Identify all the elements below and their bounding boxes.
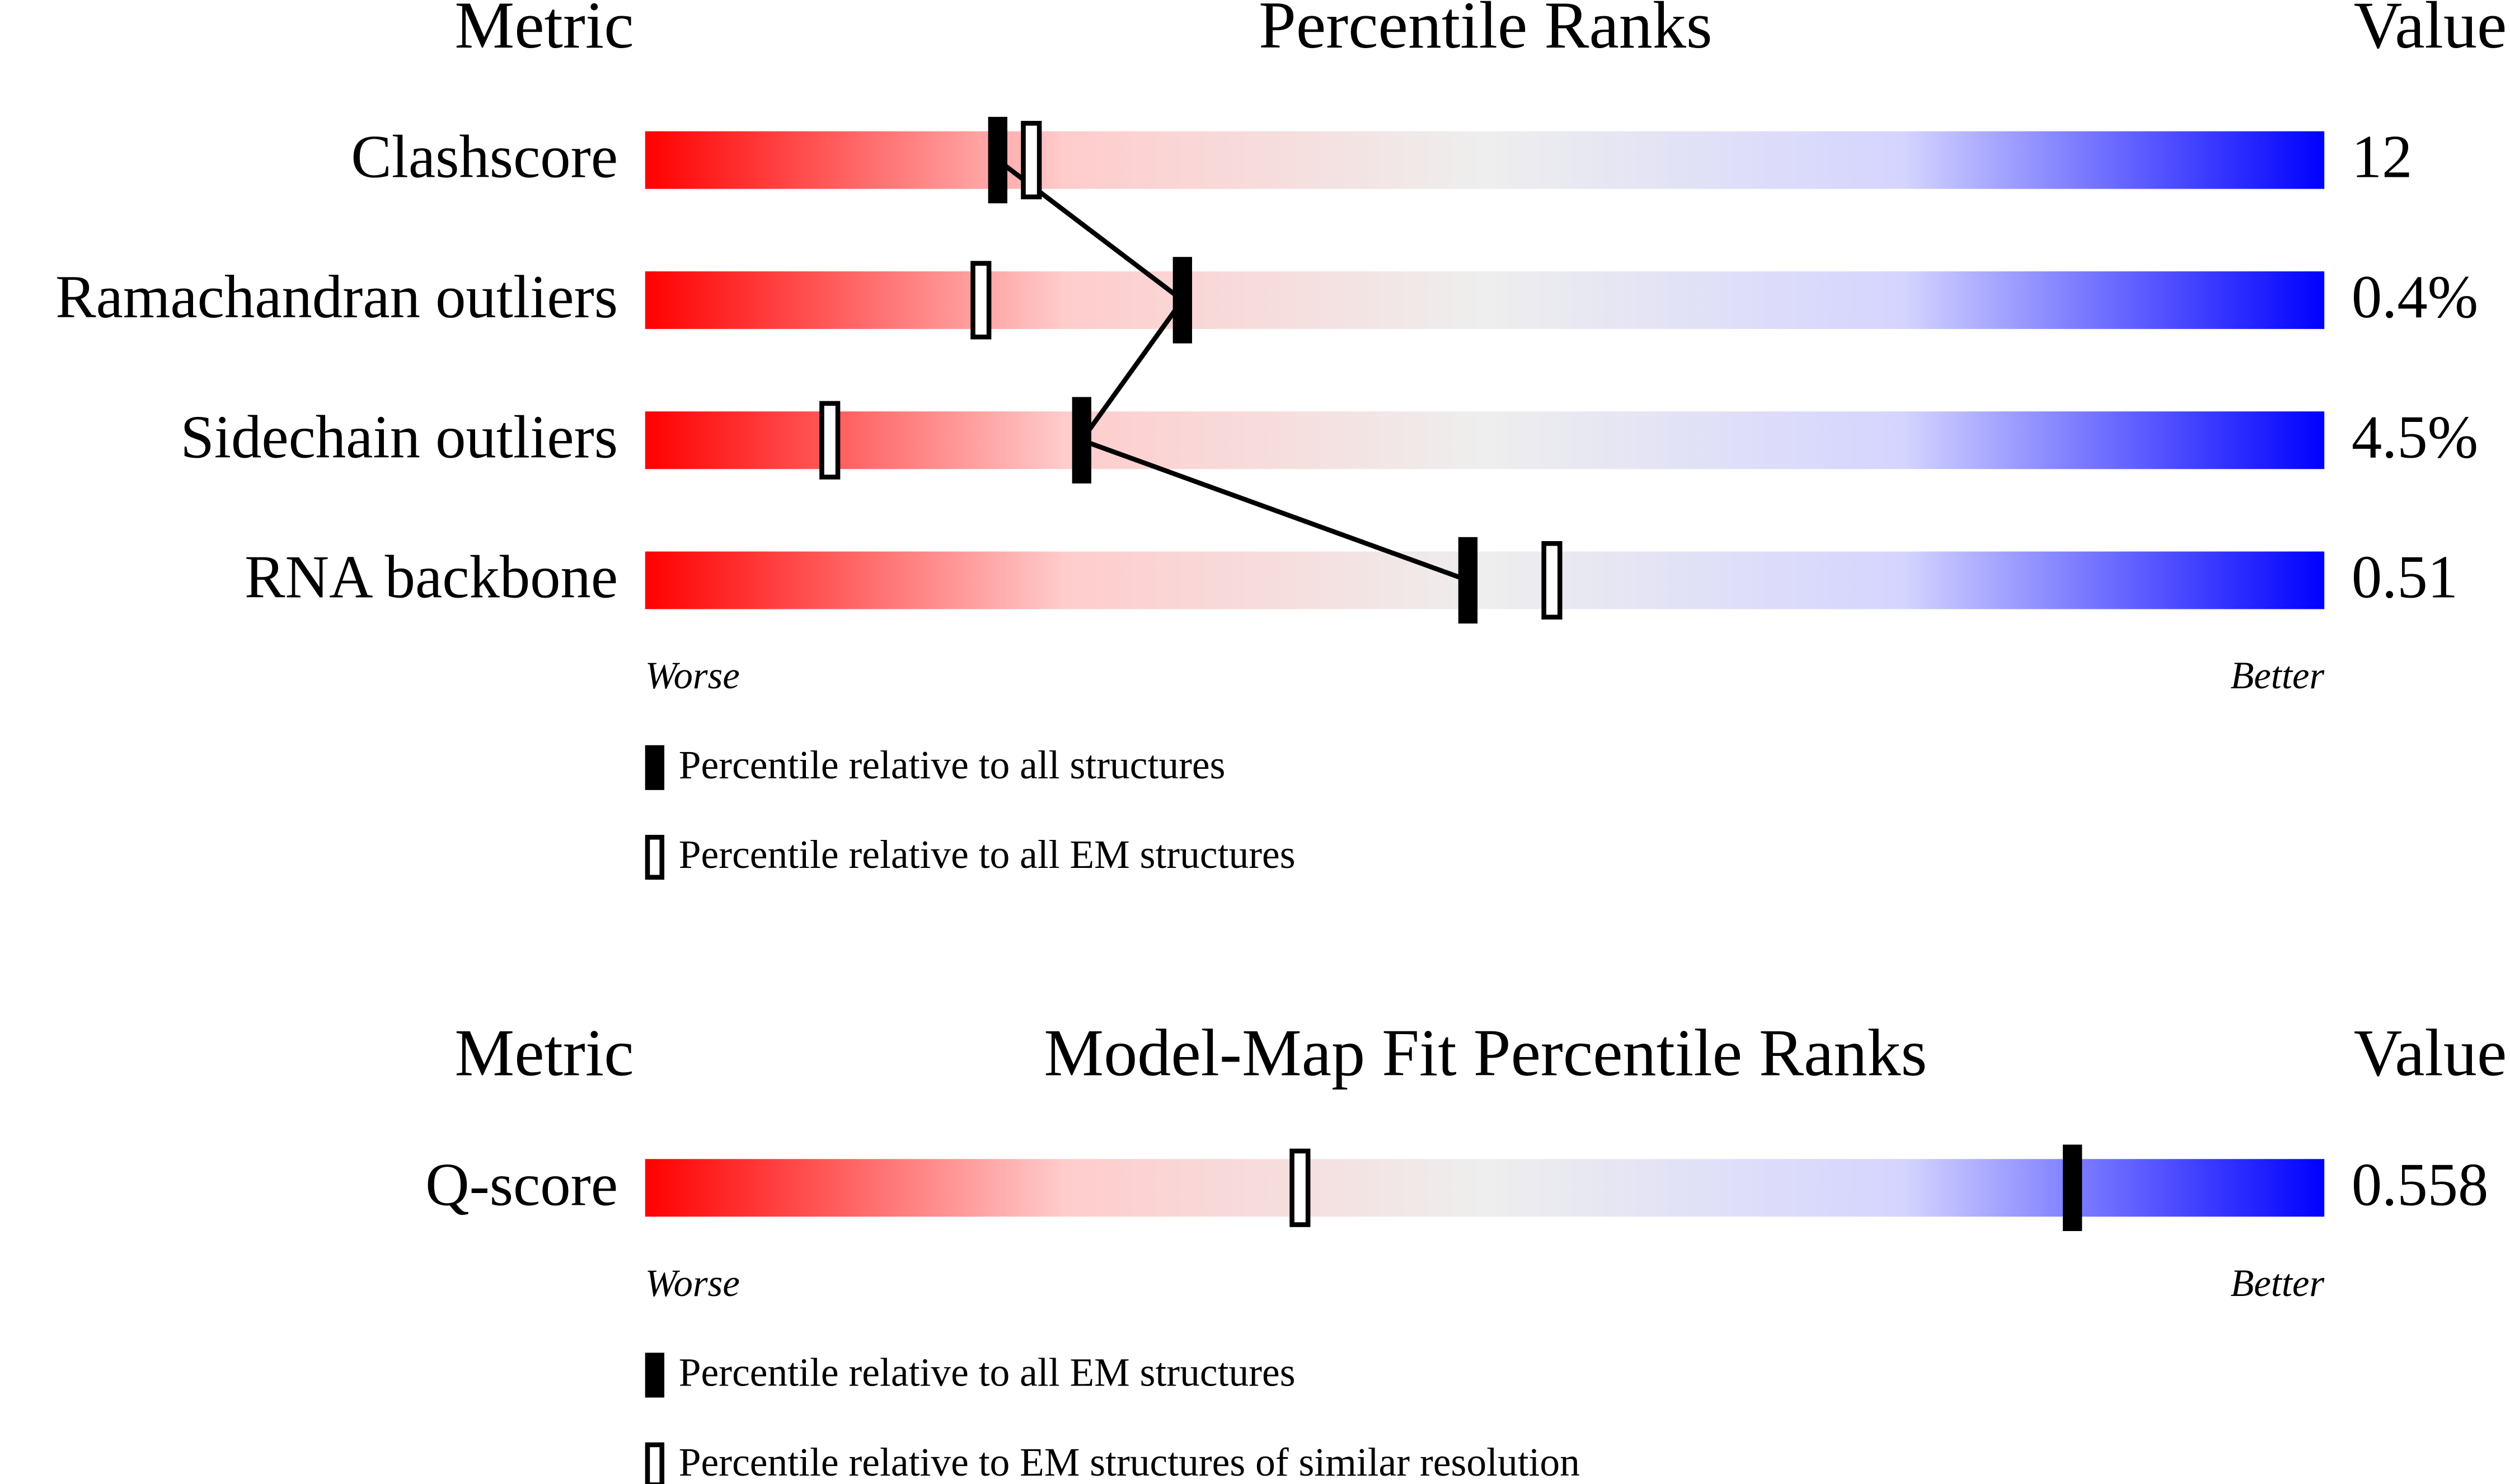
legend-swatch	[645, 1352, 665, 1398]
metric-value: 0.51	[2352, 543, 2458, 611]
percentile-marker	[1458, 537, 1478, 624]
chart-title: Model-Map Fit Percentile Ranks	[1044, 1015, 1927, 1089]
percentile-marker-open	[970, 261, 992, 340]
high-label: Better	[2230, 1262, 2324, 1304]
legend-swatch	[645, 834, 665, 880]
percentile-bar	[645, 411, 2325, 469]
metric-label: RNA backbone	[245, 543, 618, 611]
metric-label: Sidechain outliers	[180, 403, 618, 471]
percentile-marker	[1072, 397, 1092, 483]
percentile-bar	[645, 1159, 2325, 1217]
percentile-bar	[645, 131, 2325, 189]
metric-value: 12	[2352, 123, 2413, 191]
percentile-bar	[645, 271, 2325, 329]
metric-header: Metric	[454, 1015, 634, 1089]
percentile-marker-open	[1541, 541, 1563, 620]
high-label: Better	[2230, 654, 2324, 697]
metric-value: 4.5%	[2352, 403, 2478, 471]
percentile-marker-open	[1289, 1148, 1311, 1227]
metric-label: Clashscore	[351, 123, 618, 191]
legend-label: Percentile relative to all EM structures	[679, 833, 1296, 877]
metric-label: Ramachandran outliers	[55, 263, 618, 331]
legend-label: Percentile relative to all EM structures	[679, 1351, 1296, 1395]
value-header: Value	[2354, 1015, 2507, 1089]
legend-label: Percentile relative to EM structures of …	[679, 1440, 1580, 1484]
low-label: Worse	[645, 1262, 740, 1304]
legend-label: Percentile relative to all structures	[679, 743, 1226, 787]
metric-header: Metric	[454, 0, 634, 62]
metric-label: Q-score	[425, 1150, 618, 1218]
low-label: Worse	[645, 654, 740, 697]
metric-value: 0.558	[2352, 1150, 2489, 1218]
metric-value: 0.4%	[2352, 263, 2478, 331]
percentile-marker-open	[819, 401, 841, 480]
percentile-marker	[2062, 1144, 2082, 1231]
percentile-marker	[1172, 257, 1193, 344]
connector-line	[996, 158, 1469, 583]
legend-swatch	[645, 745, 665, 790]
legend-swatch	[645, 1442, 665, 1484]
percentile-marker	[988, 116, 1007, 204]
chart-title: Percentile Ranks	[1259, 0, 1713, 62]
value-header: Value	[2354, 0, 2507, 62]
percentile-marker-open	[1021, 120, 1042, 200]
percentile-bar	[645, 551, 2325, 609]
